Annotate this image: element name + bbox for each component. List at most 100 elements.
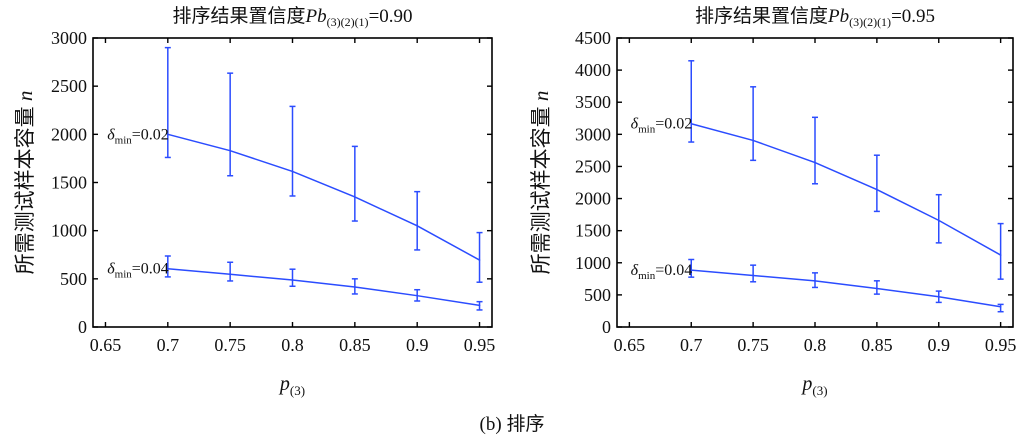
x-tick-label: 0.85	[339, 335, 371, 355]
chart-title: 排序结果置信度Pb(3)(2)(1)=0.95	[695, 5, 935, 29]
series-line	[167, 267, 480, 307]
series-label: δmin=0.02	[631, 116, 693, 136]
x-tick-label: 0.95	[464, 335, 496, 355]
data-point	[876, 287, 878, 290]
data-point	[229, 149, 231, 152]
x-label-var: p	[278, 373, 290, 395]
y-label-text: 所需测试样本容量	[13, 101, 37, 274]
y-axis-label: 所需测试样本容量 n	[13, 91, 37, 275]
y-tick-label: 4500	[575, 28, 611, 48]
x-tick-label: 0.75	[737, 335, 769, 355]
y-tick-label: 3000	[575, 124, 611, 144]
label-value: =0.02	[655, 116, 692, 133]
label-value: =0.04	[132, 261, 169, 278]
data-point	[416, 225, 418, 227]
series-line	[691, 269, 1001, 308]
chart-2: 排序结果置信度Pb(3)(2)(1)=0.95 0.65 0.7 0.75 0.8 0.8…	[529, 5, 1016, 398]
x-tick-label: 0.9	[928, 335, 951, 355]
series-line	[691, 123, 1001, 256]
x-axis-label: p(3)	[800, 373, 827, 398]
title-var: Pb	[827, 6, 849, 27]
y-label-var: n	[529, 91, 553, 102]
y-tick-label: 1000	[575, 253, 611, 273]
x-tick-label: 0.85	[861, 335, 893, 355]
y-tick-label: 0	[78, 317, 87, 337]
x-tick-label: 0.8	[804, 335, 827, 355]
chart-1: 排序结果置信度Pb(3)(2)(1)=0.90 0.65 0.7 0.75 0.8 0.8…	[13, 5, 495, 398]
y-axis-label: 所需测试样本容量 n	[529, 91, 553, 275]
x-tick-label: 0.65	[614, 335, 646, 355]
data-point	[690, 269, 693, 271]
x-axis-label: p(3)	[278, 373, 305, 398]
label-value: =0.02	[132, 126, 169, 143]
data-point	[354, 196, 356, 198]
series-2: δmin=0.04	[107, 255, 483, 311]
title-value: =0.90	[369, 6, 413, 27]
y-tick-label: 2500	[51, 76, 87, 96]
x-tick-label: 0.9	[406, 335, 429, 355]
series-1: δmin=0.02	[107, 46, 483, 283]
label-sub: min	[638, 270, 656, 282]
data-point	[478, 304, 481, 307]
x-tick-label: 0.65	[90, 335, 122, 355]
x-tick-label: 0.8	[281, 335, 304, 355]
title-value: =0.95	[891, 6, 935, 27]
title-prefix: 排序结果置信度	[172, 5, 305, 27]
series-label: δmin=0.04	[631, 262, 693, 282]
data-point	[291, 279, 294, 281]
series-2: δmin=0.04	[631, 258, 1004, 313]
data-point	[167, 133, 169, 136]
data-point	[937, 295, 940, 298]
label-sub: min	[638, 124, 656, 136]
label-symbol: δ	[107, 126, 115, 143]
data-point	[354, 286, 356, 288]
y-tick-label: 1000	[51, 221, 87, 241]
title-sub: (3)(2)(1)	[327, 15, 369, 29]
x-tick-label: 0.95	[985, 335, 1017, 355]
series-label: δmin=0.04	[107, 261, 169, 281]
x-tick-label: 0.7	[680, 335, 703, 355]
y-tick-label: 500	[60, 269, 87, 289]
title-prefix: 排序结果置信度	[695, 5, 828, 27]
label-symbol: δ	[631, 262, 639, 279]
y-tick-label: 1500	[51, 173, 87, 193]
y-tick-label: 2000	[51, 124, 87, 144]
title-var: Pb	[304, 6, 326, 27]
data-point	[229, 273, 231, 276]
data-point	[814, 161, 816, 164]
figure-caption: (b) 排序	[480, 413, 545, 435]
y-label-text: 所需测试样本容量	[529, 101, 553, 274]
x-tick-label: 0.75	[214, 335, 246, 355]
data-point	[690, 122, 693, 125]
data-point	[999, 305, 1002, 308]
y-tick-label: 500	[584, 285, 611, 305]
data-point	[752, 139, 754, 142]
data-point	[814, 280, 816, 282]
label-symbol: δ	[107, 261, 115, 278]
x-label-var: p	[800, 373, 812, 395]
y-tick-label: 2500	[575, 156, 611, 176]
label-value: =0.04	[655, 262, 692, 279]
data-point	[876, 188, 878, 191]
y-tick-label: 4000	[575, 60, 611, 80]
data-point	[291, 170, 294, 173]
y-tick-label: 1500	[575, 221, 611, 241]
x-tick-label: 0.7	[157, 335, 180, 355]
y-tick-label: 3000	[51, 28, 87, 48]
label-sub: min	[115, 269, 133, 281]
title-sub: (3)(2)(1)	[849, 15, 891, 29]
series-label: δmin=0.02	[107, 126, 169, 146]
data-point	[999, 254, 1002, 256]
y-tick-label: 3500	[575, 92, 611, 112]
series-line	[167, 133, 480, 261]
data-point	[937, 219, 940, 222]
data-point	[478, 259, 481, 261]
data-point	[167, 267, 169, 270]
data-point	[416, 294, 418, 297]
label-sub: min	[115, 134, 133, 146]
x-label-sub: (3)	[812, 383, 827, 398]
label-symbol: δ	[631, 116, 639, 133]
series-1: δmin=0.02	[631, 60, 1004, 280]
y-label-var: n	[13, 91, 37, 102]
